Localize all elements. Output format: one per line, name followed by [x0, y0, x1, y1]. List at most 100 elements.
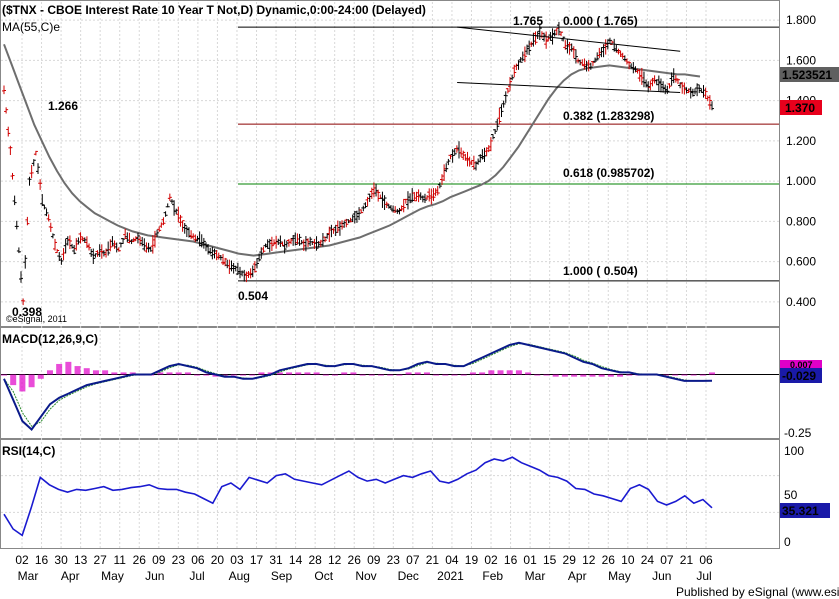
x-axis-month-labels: Mar Apr May Jun Jul Aug Sep Oct Nov Dec 2021 Feb Mar… — [18, 569, 712, 583]
annotation-398: 0.398 — [12, 305, 42, 319]
x-month-label: Sep — [271, 569, 293, 583]
macd-histogram-bar — [74, 366, 81, 375]
x-day-label: 06 — [191, 553, 205, 567]
macd-histogram-bar — [258, 372, 265, 375]
macd-histogram-bar — [607, 374, 614, 377]
macd-histogram-bar — [617, 374, 624, 377]
macd-histogram-bar — [451, 374, 458, 376]
macd-histogram-bar — [515, 370, 522, 375]
macd-histogram-bar — [332, 374, 339, 376]
macd-histogram-bar — [699, 374, 706, 376]
x-month-label: Apr — [568, 569, 587, 583]
x-month-label: Jul — [189, 569, 204, 583]
macd-histogram-bar — [350, 372, 357, 375]
trendlines — [457, 26, 681, 94]
macd-histogram-bar — [497, 370, 504, 375]
upper-trendline — [457, 26, 681, 52]
price-tick-label: 1.600 — [786, 53, 816, 67]
x-day-label: 16 — [504, 553, 518, 567]
x-day-label: 03 — [230, 553, 244, 567]
x-axis-day-labels: 02 16 30 13 27 11 26 09 23 06 20 03 17 31 14 28 12 26 09 23… — [15, 553, 713, 567]
x-day-label: 12 — [328, 553, 342, 567]
x-day-label: 26 — [133, 553, 147, 567]
fibonacci-levels — [238, 26, 779, 282]
x-day-label: 10 — [621, 553, 635, 567]
macd-histogram-bar — [157, 372, 164, 375]
x-day-label: 21 — [426, 553, 440, 567]
fib-label-618: 0.618 (0.985702) — [563, 166, 654, 180]
macd-histogram-bar — [460, 374, 467, 376]
macd-series — [1, 341, 779, 431]
macd-histogram-bar — [433, 374, 440, 376]
price-bars — [2, 21, 714, 306]
x-day-label: 19 — [465, 553, 479, 567]
x-month-label: Oct — [314, 569, 333, 583]
macd-histogram-bar — [203, 374, 210, 376]
x-day-label: 09 — [152, 553, 166, 567]
macd-histogram-bar — [598, 374, 605, 377]
x-day-label: 02 — [15, 553, 29, 567]
fib-label-382: 0.382 (1.283298) — [563, 109, 654, 123]
x-month-label: May — [608, 569, 631, 583]
macd-histogram-bar — [175, 372, 182, 375]
x-day-label: 24 — [641, 553, 655, 567]
macd-histogram-bar — [313, 372, 320, 375]
price-tick-label: 0.800 — [786, 214, 816, 228]
price-tick-label: 0.600 — [786, 255, 816, 269]
x-day-label: 07 — [406, 553, 420, 567]
x-day-label: 14 — [289, 553, 303, 567]
macd-signal-tag — [780, 360, 822, 369]
x-day-label: 06 — [699, 553, 713, 567]
annotation-1266: 1.266 — [48, 99, 78, 113]
macd-histogram-bar — [341, 372, 348, 375]
macd-histogram-bar — [561, 374, 568, 377]
price-panel — [0, 0, 780, 327]
x-day-label: 28 — [308, 553, 322, 567]
rsi-tick-100: 100 — [784, 444, 804, 458]
price-tick-label: 1.000 — [786, 174, 816, 188]
macd-label: MACD(12,26,9,C) — [2, 332, 98, 346]
rsi-tick-50: 50 — [784, 488, 798, 502]
macd-histogram-bar — [286, 372, 293, 375]
x-day-label: 23 — [172, 553, 186, 567]
macd-histogram-bar — [92, 370, 99, 375]
macd-histogram-bar — [396, 374, 403, 376]
price-tick-label: 0.400 — [786, 295, 816, 309]
last-price-tag — [780, 100, 822, 115]
x-month-label: Apr — [61, 569, 80, 583]
x-day-label: 13 — [74, 553, 88, 567]
macd-histogram-bar — [46, 370, 53, 375]
macd-histogram-bar — [626, 374, 633, 376]
x-month-label: Jul — [696, 569, 711, 583]
macd-histogram-bar — [589, 374, 596, 377]
x-day-label: 26 — [348, 553, 362, 567]
x-month-label: Aug — [229, 569, 250, 583]
macd-histogram-bar — [83, 368, 90, 375]
macd-histogram-bar — [414, 372, 421, 375]
macd-histogram-bar — [423, 372, 430, 375]
macd-histogram-bar — [580, 374, 587, 377]
macd-axis-tick: -0.25 — [784, 426, 812, 440]
ma-value-tag — [780, 67, 839, 82]
x-day-label: 31 — [269, 553, 283, 567]
macd-histogram-bar — [387, 374, 394, 376]
rsi-value-tag — [780, 503, 830, 518]
macd-histogram-bar — [304, 372, 311, 375]
fib-label-100: 1.000 ( 0.504) — [563, 264, 638, 278]
x-day-label: 20 — [211, 553, 225, 567]
macd-histogram-bar — [120, 372, 127, 375]
x-month-label: Feb — [482, 569, 503, 583]
x-day-label: 09 — [367, 553, 381, 567]
macd-histogram-bar — [442, 374, 449, 376]
rsi-value-text: 35.321 — [782, 504, 819, 518]
macd-histogram-bar — [377, 374, 384, 376]
x-day-label: 02 — [484, 553, 498, 567]
x-day-label: 30 — [54, 553, 68, 567]
fib-label-0: 0.000 ( 1.765) — [563, 14, 638, 28]
x-month-label: 2021 — [437, 569, 464, 583]
macd-histogram-bar — [102, 370, 109, 375]
macd-histogram-bar — [571, 374, 578, 377]
macd-histogram-bar — [295, 372, 302, 375]
macd-histogram-bar — [111, 372, 118, 375]
macd-histogram-bar — [405, 372, 412, 375]
